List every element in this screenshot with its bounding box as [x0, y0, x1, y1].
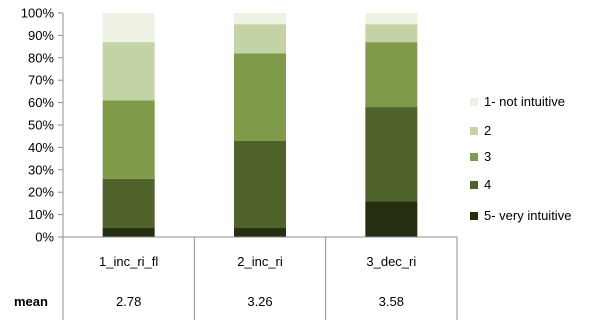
mean-value: 2.78	[116, 294, 141, 309]
y-tick-label: 100%	[21, 6, 55, 21]
bar-segment	[365, 42, 418, 108]
bar-segment	[102, 100, 155, 179]
legend-item: 2	[470, 123, 491, 138]
y-tick-label: 50%	[28, 118, 54, 133]
y-axis: 0% 10% 20% 30% 40% 50% 60% 70% 80% 90% 100%	[21, 6, 64, 245]
bar-segment	[365, 107, 418, 202]
mean-value: 3.58	[379, 294, 404, 309]
legend-swatch	[470, 181, 478, 189]
y-tick-label: 60%	[28, 95, 54, 110]
legend-label: 5- very intuitive	[484, 208, 571, 223]
legend-item: 5- very intuitive	[470, 208, 571, 223]
y-tick-label: 80%	[28, 50, 54, 65]
legend-item: 4	[470, 177, 491, 192]
bar-stack	[102, 13, 155, 237]
bar-segment	[234, 140, 286, 229]
y-tick-label: 90%	[28, 28, 54, 43]
legend-label: 1- not intuitive	[484, 94, 565, 109]
y-tick-label: 40%	[28, 140, 54, 155]
bar-segment	[102, 178, 155, 229]
legend-item: 1- not intuitive	[470, 94, 565, 109]
y-tick-label: 20%	[28, 185, 54, 200]
category-label: 2_inc_ri	[237, 254, 283, 269]
bars	[102, 13, 418, 237]
y-tick-label: 10%	[28, 207, 54, 222]
y-tick-label: 30%	[28, 162, 54, 177]
bar-segment	[234, 24, 286, 54]
y-tick-label: 70%	[28, 73, 54, 88]
bar-segment	[102, 13, 155, 43]
bar-segment	[234, 13, 286, 25]
legend-label: 4	[484, 177, 491, 192]
mean-value: 3.26	[247, 294, 272, 309]
bar-segment	[365, 13, 418, 25]
data-table: mean 1_inc_ri_fl 2.78 2_inc_ri 3.26 3_dec_ri…	[14, 236, 458, 320]
category-label: 1_inc_ri_fl	[99, 254, 158, 269]
bar-segment	[234, 228, 286, 237]
legend-label: 2	[484, 123, 491, 138]
bar-segment	[102, 42, 155, 101]
mean-row-label: mean	[14, 294, 48, 309]
y-tick-label: 0%	[35, 230, 54, 245]
bar-segment	[365, 201, 418, 237]
bar-stack	[234, 13, 286, 237]
legend-swatch	[470, 212, 478, 220]
legend: 1- not intuitive 2 3 4 5- very intuitive	[470, 94, 571, 223]
bar-segment	[234, 53, 286, 141]
bar-stack	[365, 13, 418, 237]
category-label: 3_dec_ri	[366, 254, 416, 269]
legend-swatch	[470, 153, 478, 161]
bar-segment	[365, 24, 418, 43]
legend-item: 3	[470, 149, 491, 164]
legend-swatch	[470, 98, 478, 106]
legend-swatch	[470, 127, 478, 135]
bar-segment	[102, 228, 155, 237]
legend-label: 3	[484, 149, 491, 164]
